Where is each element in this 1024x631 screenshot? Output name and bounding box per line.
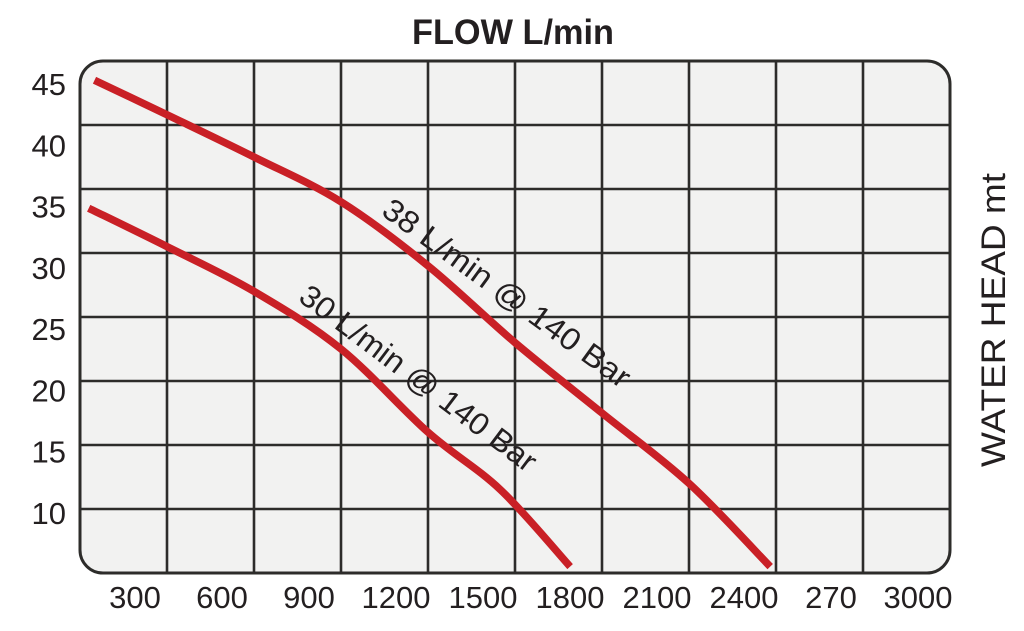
x-tick-label-3000: 3000 (884, 580, 953, 615)
chart-title: FLOW L/min (412, 13, 614, 52)
y-axis-title: WATER HEAD mt (975, 172, 1013, 467)
y-tick-label-10: 10 (32, 496, 66, 531)
x-tick-label-900: 900 (283, 580, 335, 615)
y-tick-label-35: 35 (32, 190, 66, 225)
x-tick-label-1200: 1200 (362, 580, 431, 615)
x-tick-label-600: 600 (196, 580, 248, 615)
x-tick-label-300: 300 (109, 580, 161, 615)
x-tick-label-2100: 2100 (623, 580, 692, 615)
x-tick-label-270: 270 (805, 580, 857, 615)
y-tick-label-45: 45 (32, 67, 66, 102)
y-tick-label-25: 25 (32, 312, 66, 347)
x-tick-label-1500: 1500 (449, 580, 518, 615)
x-tick-label-1800: 1800 (536, 580, 605, 615)
y-tick-label-20: 20 (32, 373, 66, 408)
pump-curve-1 (87, 204, 573, 570)
y-tick-label-30: 30 (32, 251, 66, 286)
y-axis-tick-labels: 45 40 35 30 25 20 15 10 (32, 67, 66, 531)
x-axis-tick-labels: 300 600 900 1200 1500 1800 2100 2400 270 3000 (109, 580, 952, 615)
y-tick-label-15: 15 (32, 435, 66, 470)
y-tick-label-40: 40 (32, 128, 66, 163)
pump-curves (87, 76, 773, 570)
x-tick-label-2400: 2400 (710, 580, 779, 615)
pump-curve-0 (92, 76, 773, 570)
